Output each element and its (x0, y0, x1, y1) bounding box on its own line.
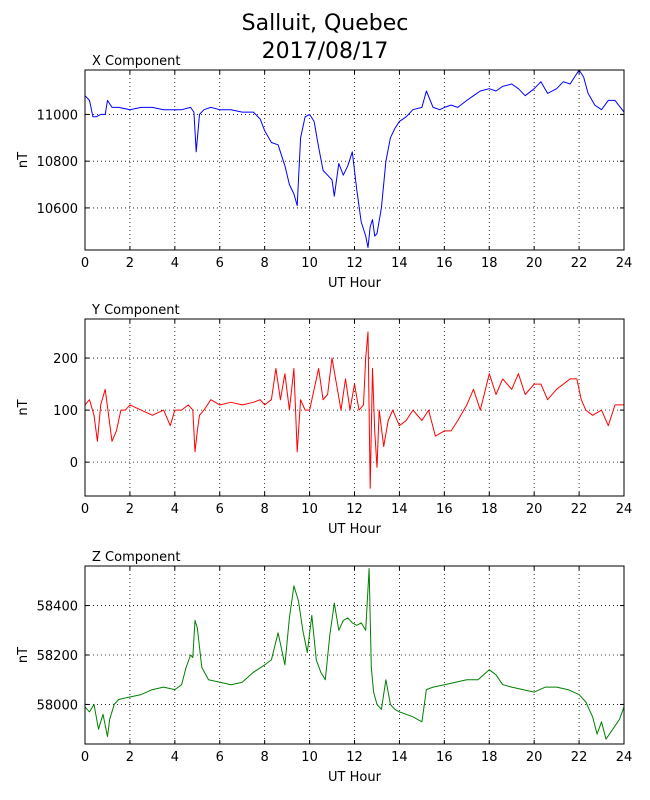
z-x-axis-label: UT Hour (328, 770, 382, 785)
x-x-tick-label: 14 (391, 256, 408, 271)
y-x-tick-label: 14 (391, 502, 408, 517)
y-y-tick-label: 0 (70, 456, 78, 471)
z-x-tick-label: 2 (126, 750, 134, 765)
z-y-tick-label: 58400 (37, 600, 78, 615)
x-x-tick-label: 2 (126, 256, 134, 271)
y-y-tick-label: 200 (53, 352, 78, 367)
x-x-tick-label: 18 (481, 256, 498, 271)
y-x-tick-label: 12 (346, 502, 363, 517)
y-x-tick-label: 18 (481, 502, 498, 517)
x-x-tick-label: 20 (526, 256, 543, 271)
x-x-tick-label: 24 (616, 256, 633, 271)
y-x-axis-label: UT Hour (328, 522, 382, 537)
z-x-tick-label: 0 (81, 750, 89, 765)
z-x-tick-label: 12 (346, 750, 363, 765)
y-y-tick-label: 100 (53, 404, 78, 419)
x-x-tick-label: 12 (346, 256, 363, 271)
y-x-tick-label: 20 (526, 502, 543, 517)
z-x-tick-label: 18 (481, 750, 498, 765)
z-x-tick-label: 24 (616, 750, 633, 765)
y-x-tick-label: 6 (216, 502, 224, 517)
x-y-axis-label: nT (16, 152, 31, 168)
z-series-line (84, 568, 625, 740)
x-x-tick-label: 8 (261, 256, 269, 271)
z-x-tick-label: 20 (526, 750, 543, 765)
z-x-tick-label: 8 (261, 750, 269, 765)
x-x-tick-label: 16 (436, 256, 453, 271)
x-series-line (84, 69, 625, 249)
z-x-tick-label: 22 (571, 750, 588, 765)
z-x-tick-label: 10 (301, 750, 318, 765)
x-x-tick-label: 4 (171, 256, 179, 271)
y-y-axis-label: nT (16, 399, 31, 415)
y-x-tick-label: 10 (301, 502, 318, 517)
x-y-tick-label: 11000 (37, 108, 78, 123)
z-panel-title: Z Component (92, 550, 181, 565)
z-x-tick-label: 14 (391, 750, 408, 765)
z-x-tick-label: 16 (436, 750, 453, 765)
x-y-tick-label: 10800 (37, 155, 78, 170)
z-x-tick-label: 6 (216, 750, 224, 765)
y-x-tick-label: 0 (81, 502, 89, 517)
y-x-tick-label: 22 (571, 502, 588, 517)
y-x-tick-label: 8 (261, 502, 269, 517)
x-x-tick-label: 0 (81, 256, 89, 271)
z-y-tick-label: 58200 (37, 649, 78, 664)
x-x-tick-label: 22 (571, 256, 588, 271)
z-x-tick-label: 4 (171, 750, 179, 765)
x-panel-title: X Component (92, 54, 181, 69)
z-y-axis-label: nT (16, 647, 31, 663)
y-x-tick-label: 16 (436, 502, 453, 517)
y-x-tick-label: 4 (171, 502, 179, 517)
figure-title: Salluit, Quebec 2017/08/17 (0, 10, 650, 66)
figure-title-line2: 2017/08/17 (261, 39, 389, 64)
x-x-axis-label: UT Hour (328, 276, 382, 291)
x-x-tick-label: 10 (301, 256, 318, 271)
z-y-tick-label: 58000 (37, 698, 78, 713)
y-series-line (84, 331, 624, 489)
figure-title-line1: Salluit, Quebec (241, 11, 409, 36)
x-y-tick-label: 10600 (37, 202, 78, 217)
x-x-tick-label: 6 (216, 256, 224, 271)
y-x-tick-label: 2 (126, 502, 134, 517)
y-panel-title: Y Component (91, 303, 180, 318)
y-x-tick-label: 24 (616, 502, 633, 517)
